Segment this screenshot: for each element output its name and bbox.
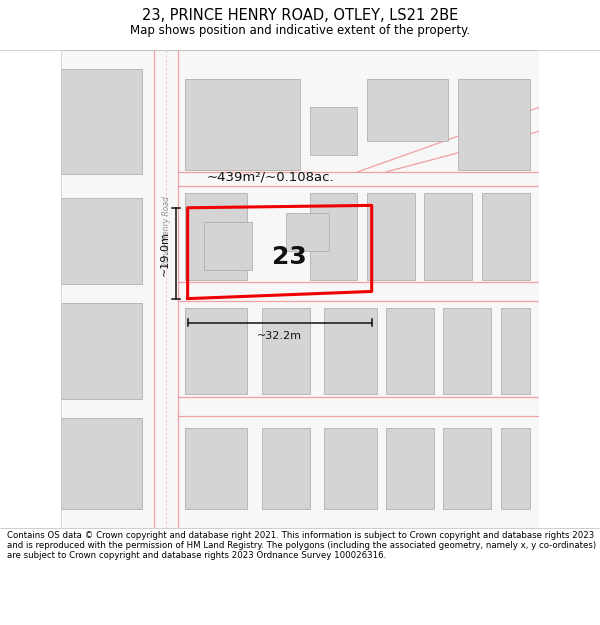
Bar bbox=[185, 194, 247, 279]
Bar bbox=[482, 194, 530, 279]
Bar bbox=[443, 308, 491, 394]
Text: ~439m²/~0.108ac.: ~439m²/~0.108ac. bbox=[206, 171, 334, 184]
Bar bbox=[61, 198, 142, 284]
Bar bbox=[386, 428, 434, 509]
Bar bbox=[185, 308, 247, 394]
Bar bbox=[61, 303, 142, 399]
Bar bbox=[367, 194, 415, 279]
Bar bbox=[286, 213, 329, 251]
Bar bbox=[185, 428, 247, 509]
Bar bbox=[262, 308, 310, 394]
Text: ~19.0m: ~19.0m bbox=[160, 231, 170, 276]
Bar bbox=[185, 79, 300, 169]
Text: ~32.2m: ~32.2m bbox=[257, 331, 302, 341]
Bar bbox=[324, 428, 377, 509]
Bar bbox=[61, 69, 142, 174]
Bar bbox=[386, 308, 434, 394]
Text: Prince Henry Road: Prince Henry Road bbox=[161, 196, 170, 267]
Bar bbox=[205, 222, 252, 270]
Bar bbox=[367, 79, 448, 141]
Bar bbox=[501, 308, 530, 394]
Bar bbox=[458, 79, 530, 169]
Bar bbox=[310, 194, 358, 279]
Bar bbox=[324, 308, 377, 394]
Text: 23: 23 bbox=[272, 245, 307, 269]
Bar bbox=[61, 418, 142, 509]
Bar bbox=[443, 428, 491, 509]
Bar bbox=[501, 428, 530, 509]
Text: 23, PRINCE HENRY ROAD, OTLEY, LS21 2BE: 23, PRINCE HENRY ROAD, OTLEY, LS21 2BE bbox=[142, 8, 458, 22]
Bar bbox=[310, 107, 358, 155]
Bar bbox=[424, 194, 472, 279]
Text: Contains OS data © Crown copyright and database right 2021. This information is : Contains OS data © Crown copyright and d… bbox=[7, 531, 596, 561]
Text: Map shows position and indicative extent of the property.: Map shows position and indicative extent… bbox=[130, 24, 470, 37]
Bar bbox=[262, 428, 310, 509]
